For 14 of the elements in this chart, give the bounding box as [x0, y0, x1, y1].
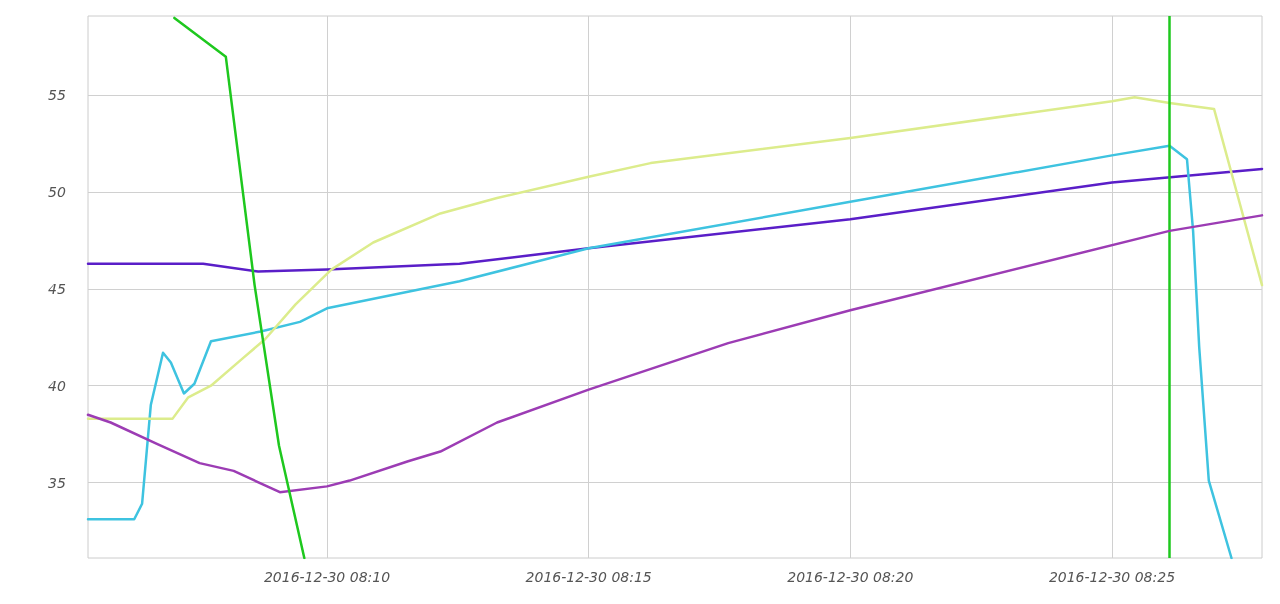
- y-tick-label: 55: [48, 87, 66, 104]
- y-tick-label: 40: [48, 377, 66, 394]
- line-series: [86, 167, 1264, 273]
- x-tick-label: 2016-12-30 08:25: [1048, 569, 1176, 585]
- y-tick-label: 50: [48, 184, 66, 201]
- x-tick-label: 2016-12-30 08:10: [263, 569, 391, 585]
- line-series: [86, 144, 1233, 560]
- line-series: [86, 96, 1264, 420]
- line-series: [86, 214, 1264, 494]
- x-tick-label: 2016-12-30 08:20: [787, 569, 914, 585]
- y-tick-label: 35: [48, 474, 66, 491]
- y-tick-label: 45: [48, 280, 66, 297]
- line-series: [173, 16, 306, 560]
- x-tick-label: 2016-12-30 08:15: [525, 569, 652, 585]
